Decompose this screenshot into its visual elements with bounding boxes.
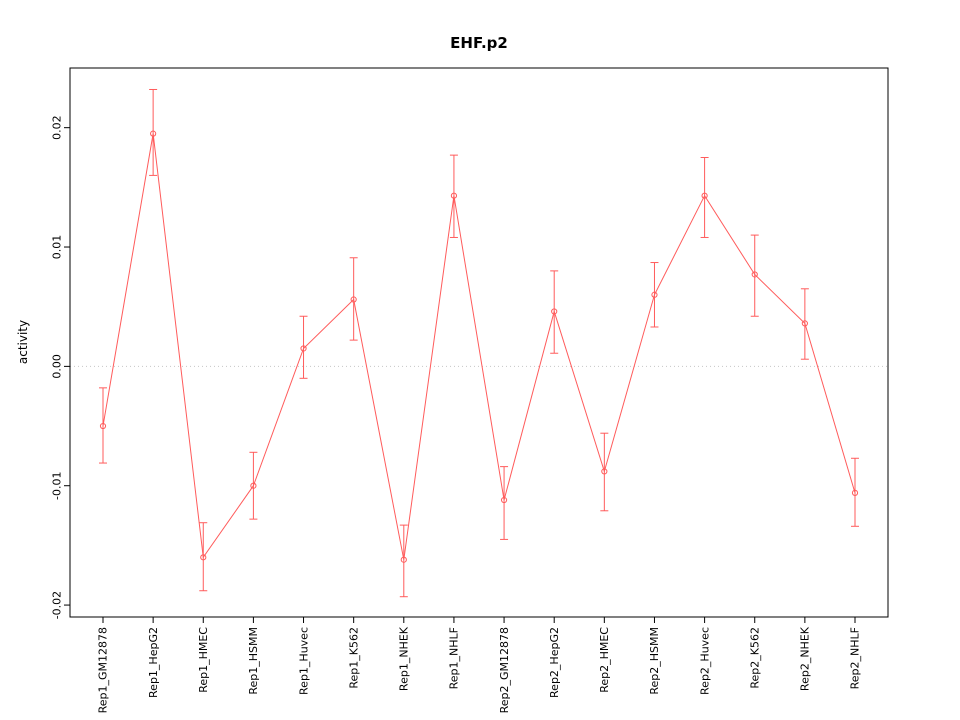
plot-frame (69, 67, 889, 618)
x-tick-label: Rep1_GM12878 (97, 627, 110, 713)
data-point (551, 308, 558, 315)
data-point (99, 422, 107, 430)
plot-area: -0.02 -0.01 0.00 0.01 0.02 Rep1_GM12878 Rep1_H… (51, 67, 889, 713)
x-tick-label: Rep2_NHEK (799, 626, 812, 691)
data-point (701, 192, 708, 199)
data-point (651, 291, 658, 298)
data-point (300, 345, 307, 352)
y-axis-label: activity (16, 320, 30, 364)
y-tick-label: 0.02 (51, 115, 64, 140)
data-point (250, 482, 257, 489)
x-tick-label: Rep2_HSMM (648, 627, 661, 695)
x-tick-label: Rep2_HepG2 (548, 627, 561, 698)
x-tick-label: Rep2_K562 (748, 627, 761, 689)
data-point (400, 556, 407, 563)
data-point (150, 130, 157, 137)
x-tick-label: Rep1_HepG2 (147, 627, 160, 698)
x-tick-label: Rep1_HMEC (197, 627, 210, 693)
y-tick-label: 0.00 (51, 354, 64, 379)
x-tick-label: Rep1_NHLF (448, 627, 461, 689)
y-tick-label: -0.02 (51, 591, 64, 619)
data-point (601, 468, 608, 475)
x-tick-label: Rep1_HSMM (247, 627, 260, 695)
y-tick-label: -0.01 (51, 471, 64, 499)
x-tick-label: Rep2_NHLF (849, 627, 862, 689)
chart-title: EHF.p2 (450, 34, 508, 52)
data-point (450, 192, 458, 199)
x-tick-label: Rep2_HMEC (598, 627, 611, 693)
data-point (751, 271, 758, 278)
x-tick-label: Rep2_Huvec (698, 627, 711, 695)
x-tick-label: Rep1_NHEK (398, 626, 411, 691)
x-tick-label: Rep2_GM12878 (498, 627, 511, 713)
data-point (200, 554, 207, 561)
data-point (851, 489, 859, 496)
data-point (801, 320, 808, 327)
data-point (500, 496, 508, 504)
data-point (350, 296, 357, 303)
data-line (102, 133, 856, 560)
x-tick-label: Rep1_Huvec (297, 627, 310, 695)
y-tick-label: 0.01 (51, 235, 64, 259)
x-tick-label: Rep1_K562 (347, 627, 360, 689)
